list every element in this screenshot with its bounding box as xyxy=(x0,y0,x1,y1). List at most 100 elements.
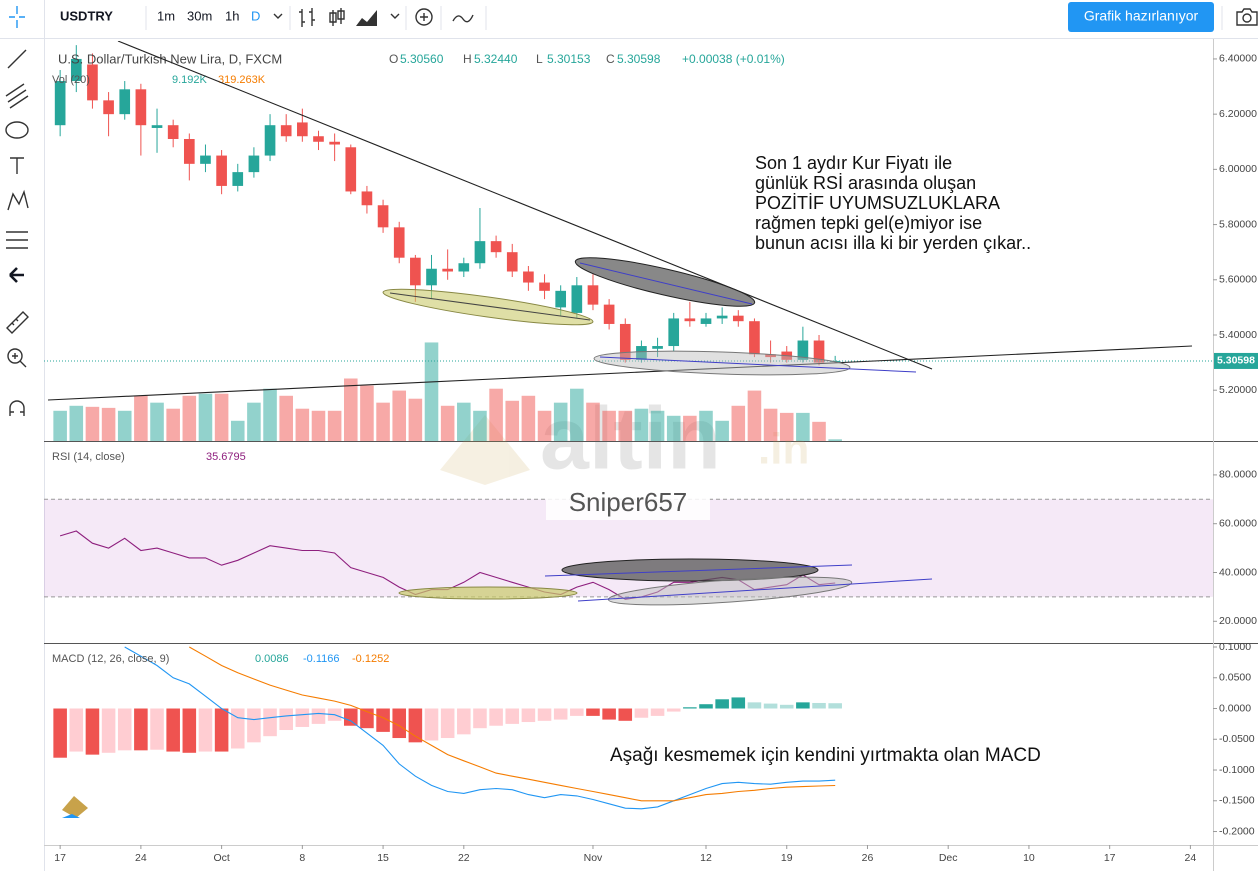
zoom-icon[interactable] xyxy=(7,348,23,364)
ruler-icon[interactable] xyxy=(6,311,29,334)
macd-histogram-bar xyxy=(69,708,84,752)
publish-button-label: Grafik hazırlanıyor xyxy=(1084,8,1199,24)
candle-body xyxy=(410,257,421,286)
pitchfork-icon[interactable] xyxy=(5,83,29,109)
y-tick-label: -0.1500 xyxy=(1219,795,1255,807)
highlight-ellipse xyxy=(561,558,819,582)
indicator-icon[interactable] xyxy=(415,8,433,26)
snapshot-icon[interactable] xyxy=(1236,8,1258,26)
text-icon[interactable] xyxy=(10,157,24,174)
candle-body xyxy=(765,354,776,358)
candle-body xyxy=(87,64,98,101)
volume-bar xyxy=(683,415,697,441)
interval[interactable]: 1h xyxy=(225,8,239,23)
volume-bar xyxy=(166,408,180,441)
macd-histogram-bar xyxy=(117,708,132,751)
macd-histogram-bar xyxy=(101,708,116,753)
compare-icon[interactable] xyxy=(452,14,474,23)
interval[interactable]: 1m xyxy=(157,8,175,23)
volume-bar xyxy=(53,410,67,441)
trendline-icon[interactable] xyxy=(7,49,27,69)
macd-histogram-bar xyxy=(779,704,794,709)
macd-histogram-bar xyxy=(344,708,358,726)
macd-histogram-bar xyxy=(295,708,310,727)
y-tick-label: 6.40000 xyxy=(1219,53,1257,65)
area-icon[interactable] xyxy=(356,10,377,26)
trendline xyxy=(117,41,933,370)
watermark-logo xyxy=(440,415,530,485)
candles-icon[interactable] xyxy=(329,8,345,26)
crosshair-icon[interactable] xyxy=(9,6,25,28)
symbol[interactable]: USDTRY xyxy=(60,8,113,23)
corner-logo xyxy=(62,796,88,818)
volume-bar xyxy=(779,412,794,441)
candle-body xyxy=(280,125,292,137)
candle-body xyxy=(135,89,147,126)
candle-body xyxy=(587,285,599,305)
indicator-title: MACD (12, 26, close, 9) xyxy=(52,653,169,665)
volume-value: 9.192K xyxy=(172,74,208,86)
annotation: POZİTİF UYUMSUZLUKLARA xyxy=(755,193,1000,213)
price-pane xyxy=(53,45,842,441)
ohlc-label: O xyxy=(389,52,398,66)
last-price-tag xyxy=(1214,352,1258,369)
back-icon[interactable] xyxy=(9,267,24,283)
shape-icon[interactable] xyxy=(5,121,29,139)
volume-bar xyxy=(376,402,390,441)
macd-histogram-bar xyxy=(473,708,487,729)
volume-bar xyxy=(392,390,407,441)
ohlc-value: 5.30153 xyxy=(547,52,591,66)
x-tick-label: 15 xyxy=(377,852,389,864)
ohlc-label: L xyxy=(536,52,543,66)
magnet-icon[interactable] xyxy=(9,400,25,416)
macd-histogram-bar xyxy=(570,708,584,716)
candle-body xyxy=(506,252,518,272)
y-tick-label: 5.80000 xyxy=(1219,218,1257,230)
annotation: rağmen tepki gel(e)miyor ise xyxy=(755,213,982,233)
y-tick-label: -0.1000 xyxy=(1219,764,1255,776)
interval-active[interactable]: D xyxy=(251,8,260,23)
macd-histogram-bar xyxy=(150,708,164,750)
volume-bar xyxy=(85,406,100,441)
candle-body xyxy=(361,191,373,206)
ohlc-label: H xyxy=(463,52,472,66)
volume-name: Vol (20) xyxy=(52,74,90,86)
bars-icon[interactable] xyxy=(299,8,315,27)
publish-button[interactable] xyxy=(1068,2,1214,32)
trendline xyxy=(577,578,933,602)
macd-histogram-bar xyxy=(731,697,746,709)
macd-histogram-bar xyxy=(537,708,552,721)
macd-histogram-bar xyxy=(134,708,148,751)
macd-histogram-bar xyxy=(247,708,261,743)
fib-icon[interactable] xyxy=(6,231,28,249)
dropdown-icon[interactable] xyxy=(390,13,400,19)
dropdown-icon[interactable] xyxy=(273,13,283,19)
annotation: günlük RSİ arasında oluşan xyxy=(755,173,976,193)
highlight-ellipse xyxy=(574,257,756,307)
candle-body xyxy=(652,346,663,349)
annotation: Aşağı kesmemek için kendini yırtmakta ol… xyxy=(610,745,1041,766)
interval[interactable]: 30m xyxy=(187,8,212,23)
candle-body xyxy=(200,155,211,164)
pattern-icon[interactable] xyxy=(7,189,29,211)
volume-bar xyxy=(198,393,213,441)
volume-bar xyxy=(570,388,584,441)
y-tick-label: 0.0000 xyxy=(1219,702,1251,714)
macd-histogram-bar xyxy=(828,703,842,709)
volume-bar xyxy=(360,385,374,441)
candle-body xyxy=(119,89,131,115)
drawings xyxy=(47,41,1193,401)
highlight-ellipse xyxy=(382,288,594,326)
macd-histogram-bar xyxy=(602,708,616,720)
volume-bar xyxy=(327,410,342,441)
macd-histogram-bar xyxy=(489,708,503,726)
x-tick-label: 8 xyxy=(299,852,305,864)
trendline xyxy=(47,345,1193,401)
volume-bar xyxy=(247,402,261,441)
volume-bar xyxy=(344,378,358,441)
indicator-value: 0.0086 xyxy=(255,653,289,665)
candle-body xyxy=(700,318,712,324)
annotation: Son 1 aydır Kur Fiyatı ile xyxy=(755,153,952,173)
y-tick-label: 20.0000 xyxy=(1219,615,1257,627)
volume-bar xyxy=(650,410,665,441)
